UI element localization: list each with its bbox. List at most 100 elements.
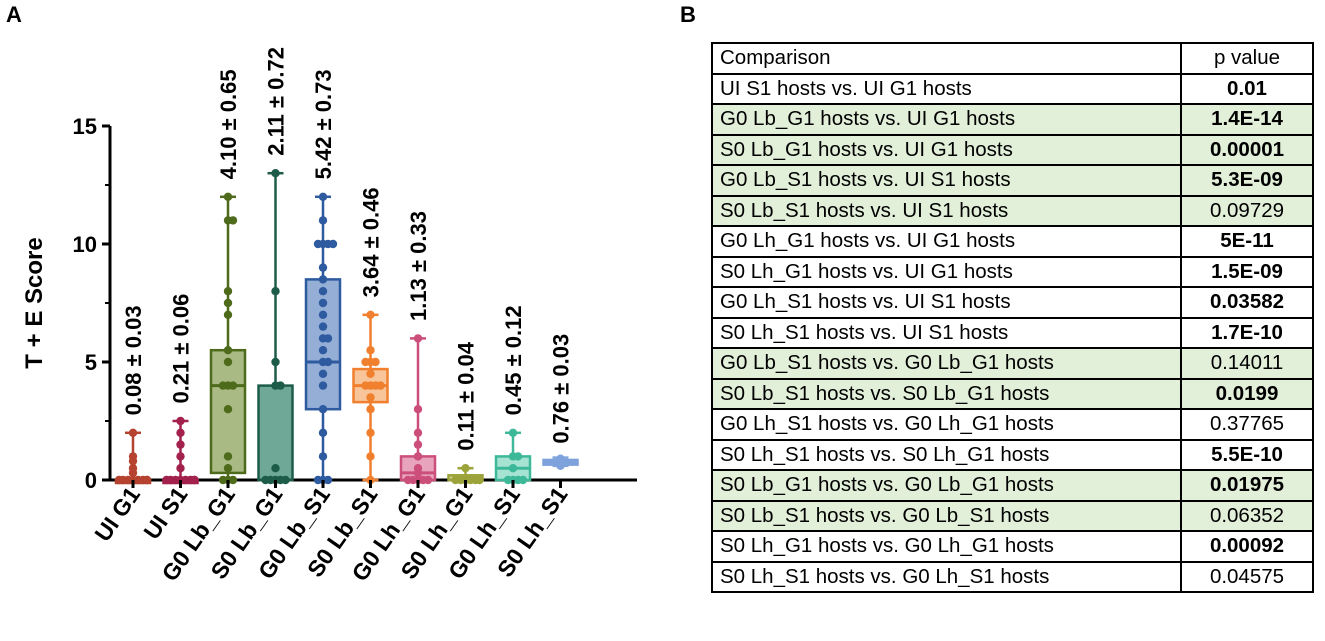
data-point: [313, 475, 323, 485]
data-point: [413, 428, 423, 437]
data-point: [503, 475, 513, 485]
comparison-cell: G0 Lh_G1 hosts vs. UI G1 hosts: [711, 225, 1182, 258]
mean-annotation: 0.45 ± 0.12: [501, 305, 526, 415]
data-point: [323, 357, 333, 367]
panel-a-label: A: [6, 2, 22, 27]
y-tick-label: 10: [73, 232, 97, 257]
p-value-cell: 1.7E-10: [1180, 316, 1314, 349]
mean-annotation: 0.21 ± 0.06: [169, 294, 194, 404]
comparison-cell: S0 Lh_G1 hosts vs. UI G1 hosts: [711, 255, 1182, 288]
data-point: [176, 440, 185, 449]
data-point: [413, 405, 423, 414]
data-point: [366, 452, 375, 461]
comparison-cell: S0 Lb_S1 hosts vs. S0 Lb_G1 hosts: [711, 377, 1182, 410]
box-plot-chart: T + E Score 0 5 10 15 0.08 ± 0.03 UI G1 0.21 ± …: [21, 47, 637, 586]
data-point: [276, 381, 285, 390]
data-point: [366, 369, 375, 378]
mean-annotation: 3.64 ± 0.46: [359, 187, 384, 297]
box-group-5: [352, 310, 389, 485]
data-point: [176, 464, 185, 473]
comparison-cell: S0 Lh_S1 hosts vs. S0 Lh_G1 hosts: [711, 438, 1182, 471]
data-point: [318, 322, 328, 331]
table-row: G0 Lb_S1 hosts vs. UI S1 hosts 5.3E-09: [711, 164, 1314, 197]
data-point: [318, 381, 328, 390]
data-point: [223, 287, 233, 296]
p-value-table: Comparison p value UI S1 hosts vs. UI G1…: [711, 42, 1314, 593]
table-row: S0 Lb_S1 hosts vs. S0 Lb_G1 hosts 0.0199: [711, 377, 1314, 410]
comparison-cell: G0 Lb_S1 hosts vs. UI S1 hosts: [711, 164, 1182, 197]
table-row: S0 Lh_S1 hosts vs. G0 Lh_S1 hosts 0.04575: [711, 560, 1314, 593]
comparison-cell: S0 Lb_S1 hosts vs. UI S1 hosts: [711, 194, 1182, 227]
mean-annotation: 0.11 ± 0.04: [454, 341, 479, 450]
p-value-cell: 0.06352: [1180, 499, 1314, 532]
table-row: S0 Lb_G1 hosts vs. G0 Lb_G1 hosts 0.01975: [711, 469, 1314, 502]
data-point: [128, 428, 138, 437]
comparison-cell: S0 Lh_G1 hosts vs. G0 Lh_G1 hosts: [711, 530, 1182, 563]
mean-annotation: 0.76 ± 0.03: [549, 334, 574, 444]
data-point: [318, 192, 328, 201]
mean-annotation: 2.11 ± 0.72: [264, 47, 289, 156]
comparison-cell: S0 Lh_S1 hosts vs. G0 Lh_S1 hosts: [711, 560, 1182, 593]
data-point: [223, 192, 233, 201]
table-row: G0 Lh_S1 hosts vs. G0 Lh_G1 hosts 0.37765: [711, 408, 1314, 441]
p-value-cell: 0.01: [1180, 72, 1314, 105]
data-point: [371, 357, 380, 367]
data-point: [228, 475, 238, 485]
data-point: [271, 464, 280, 473]
y-axis-label: T + E Score: [21, 237, 48, 368]
data-point: [318, 263, 328, 272]
data-point: [318, 275, 328, 284]
data-point: [318, 287, 328, 296]
y-tick-label: 15: [73, 114, 97, 139]
table-row: G0 Lh_G1 hosts vs. UI G1 hosts 5E-11: [711, 225, 1314, 258]
mean-annotation: 0.08 ± 0.03: [121, 305, 146, 415]
data-point: [190, 475, 199, 485]
data-point: [413, 334, 423, 343]
data-point: [413, 464, 423, 473]
data-point: [328, 239, 338, 249]
data-point: [413, 452, 423, 461]
data-point: [271, 287, 280, 296]
box-group-1: [162, 416, 199, 485]
data-point: [451, 475, 460, 485]
table-row: S0 Lh_G1 hosts vs. G0 Lh_G1 hosts 0.00092: [711, 530, 1314, 563]
p-value-cell: 0.01975: [1180, 469, 1314, 502]
data-point: [218, 475, 228, 485]
table-row: G0 Lb_S1 hosts vs. G0 Lb_G1 hosts 0.14011: [711, 347, 1314, 380]
data-point: [218, 381, 228, 390]
data-point: [461, 464, 470, 473]
data-point: [361, 357, 370, 367]
p-value-cell: 0.04575: [1180, 560, 1314, 593]
data-point: [413, 440, 423, 449]
box-group-2: [209, 192, 247, 485]
data-point: [318, 298, 328, 308]
data-point: [281, 475, 290, 485]
data-point: [366, 310, 375, 319]
table-row: S0 Lb_G1 hosts vs. UI G1 hosts 0.00001: [711, 133, 1314, 166]
x-category-label: UI G1: [89, 482, 145, 546]
data-point: [323, 475, 333, 485]
p-value-cell: 0.00001: [1180, 133, 1314, 166]
mean-annotation: 4.10 ± 0.65: [216, 69, 241, 179]
data-point: [318, 310, 328, 319]
data-point: [556, 454, 565, 463]
data-point: [223, 298, 233, 308]
table-row: S0 Lh_G1 hosts vs. UI G1 hosts 1.5E-09: [711, 255, 1314, 288]
data-point: [366, 428, 375, 437]
p-value-cell: 1.4E-14: [1180, 103, 1314, 136]
data-point: [318, 216, 328, 225]
data-point: [128, 452, 138, 461]
box-group-4: [304, 192, 342, 485]
table-row: S0 Lh_S1 hosts vs. UI S1 hosts 1.7E-10: [711, 316, 1314, 349]
data-point: [176, 452, 185, 461]
p-value-cell: 0.37765: [1180, 408, 1314, 441]
data-point: [361, 381, 370, 390]
header-p-value: p value: [1180, 42, 1314, 75]
data-point: [313, 239, 323, 249]
box-group-6: [399, 334, 437, 485]
data-point: [318, 428, 328, 437]
data-point: [376, 381, 385, 390]
data-point: [318, 405, 328, 414]
data-point: [162, 475, 171, 485]
comparison-cell: S0 Lb_G1 hosts vs. G0 Lb_G1 hosts: [711, 469, 1182, 502]
